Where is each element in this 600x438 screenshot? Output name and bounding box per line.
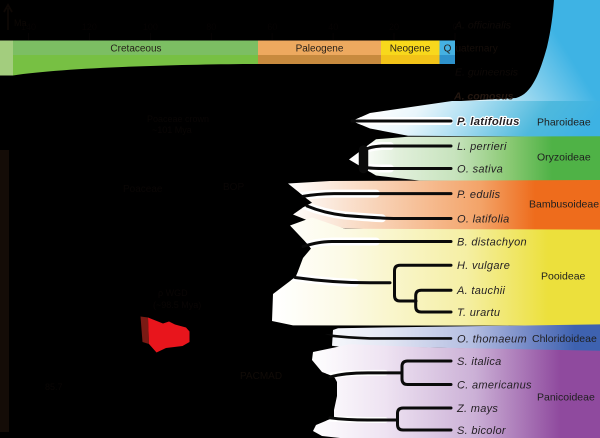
svg-text:Poaceae: Poaceae bbox=[123, 184, 163, 195]
svg-text:Pharoideae: Pharoideae bbox=[537, 116, 591, 128]
svg-text:100: 100 bbox=[143, 22, 158, 32]
svg-text:80: 80 bbox=[206, 22, 216, 32]
svg-text:Ma: Ma bbox=[14, 18, 27, 28]
svg-text:A. tauchii: A. tauchii bbox=[456, 285, 506, 297]
svg-text:PACMAD: PACMAD bbox=[240, 371, 282, 382]
svg-text:Paleogene: Paleogene bbox=[296, 44, 344, 55]
svg-text:L. perrieri: L. perrieri bbox=[457, 141, 507, 153]
svg-text:Neogene: Neogene bbox=[390, 44, 431, 55]
svg-text:Panicoideae: Panicoideae bbox=[537, 392, 595, 404]
svg-text:Q: Q bbox=[444, 44, 452, 55]
svg-text:0: 0 bbox=[452, 22, 457, 32]
svg-text:Chloridoideae: Chloridoideae bbox=[532, 333, 597, 345]
svg-text:140: 140 bbox=[21, 22, 36, 32]
svg-text:Bambusoideae: Bambusoideae bbox=[529, 198, 599, 210]
svg-text:60: 60 bbox=[267, 22, 277, 32]
svg-text:Pooideae: Pooideae bbox=[541, 271, 586, 283]
svg-text:40: 40 bbox=[328, 22, 338, 32]
svg-text:B. distachyon: B. distachyon bbox=[457, 236, 527, 248]
svg-text:O. sativa: O. sativa bbox=[457, 163, 503, 175]
svg-text:P. latifolius: P. latifolius bbox=[457, 116, 520, 128]
svg-text:S. bicolor: S. bicolor bbox=[457, 425, 507, 437]
svg-text:A. officinalis: A. officinalis bbox=[454, 20, 512, 32]
svg-text:Poaceae crown: Poaceae crown bbox=[147, 114, 209, 124]
svg-text:Cretaceous: Cretaceous bbox=[110, 44, 161, 55]
svg-text:120: 120 bbox=[82, 22, 97, 32]
svg-text:A. comosus: A. comosus bbox=[453, 91, 514, 103]
svg-text:T. urartu: T. urartu bbox=[457, 307, 500, 319]
svg-text:S. italica: S. italica bbox=[457, 356, 502, 368]
svg-text:85.7: 85.7 bbox=[45, 382, 63, 392]
svg-text:20: 20 bbox=[389, 22, 399, 32]
svg-text:BOP: BOP bbox=[223, 182, 244, 193]
svg-text:E. guineensis: E. guineensis bbox=[455, 67, 519, 79]
svg-text:Oryzoideae: Oryzoideae bbox=[537, 152, 591, 164]
svg-text:P. edulis: P. edulis bbox=[457, 189, 501, 201]
svg-text:ρ WGD: ρ WGD bbox=[158, 288, 188, 298]
svg-text:~101 Mya: ~101 Mya bbox=[152, 125, 192, 135]
svg-text:O. latifolia: O. latifolia bbox=[457, 213, 510, 225]
svg-text:uaternary: uaternary bbox=[456, 44, 498, 55]
svg-text:(~98.5 Mya): (~98.5 Mya) bbox=[153, 300, 201, 310]
svg-text:C. americanus: C. americanus bbox=[457, 379, 532, 391]
svg-text:Z. mays: Z. mays bbox=[456, 403, 498, 415]
svg-text:O. thomaeum: O. thomaeum bbox=[457, 333, 527, 345]
svg-text:H. vulgare: H. vulgare bbox=[457, 260, 510, 272]
